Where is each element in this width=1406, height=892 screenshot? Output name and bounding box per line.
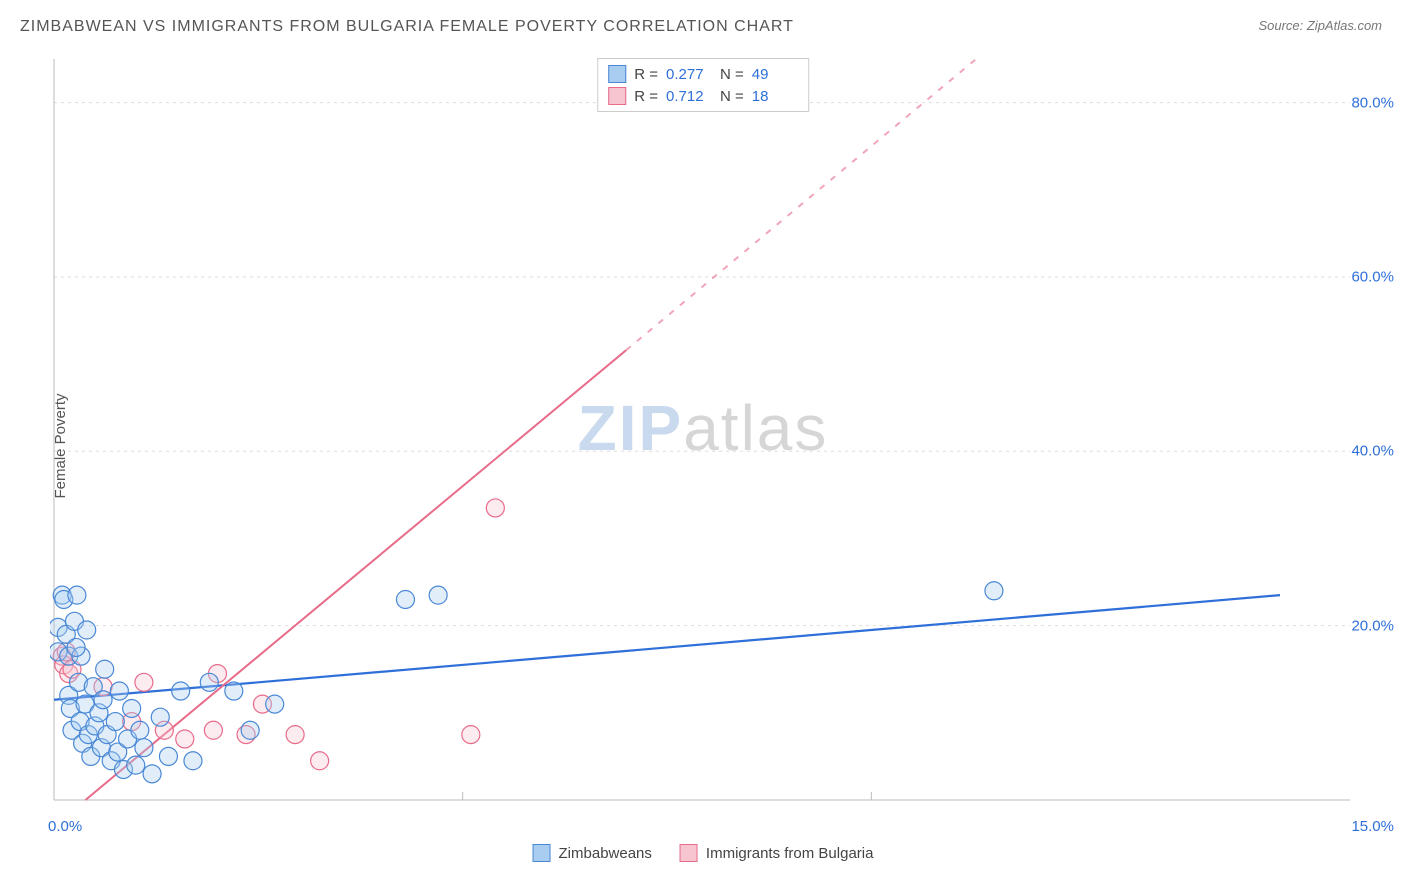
y-tick-label: 60.0% (1351, 268, 1394, 285)
legend-item-zimbabweans: Zimbabweans (533, 844, 652, 862)
swatch-icon (533, 844, 551, 862)
x-tick-label-min: 0.0% (48, 818, 82, 835)
r-value: 0.277 (666, 66, 712, 83)
swatch-icon (680, 844, 698, 862)
y-tick-label: 80.0% (1351, 94, 1394, 111)
y-tick-label: 40.0% (1351, 443, 1394, 460)
r-label: R = (634, 88, 658, 105)
scatter-plot-svg (50, 55, 1350, 845)
swatch-icon (608, 65, 626, 83)
r-label: R = (634, 66, 658, 83)
n-label: N = (720, 66, 744, 83)
n-label: N = (720, 88, 744, 105)
swatch-icon (608, 87, 626, 105)
series-legend: Zimbabweans Immigrants from Bulgaria (533, 844, 874, 862)
r-value: 0.712 (666, 88, 712, 105)
plot-area (50, 55, 1350, 845)
correlation-legend: R = 0.277 N = 49 R = 0.712 N = 18 (597, 58, 809, 112)
legend-row-bulgaria: R = 0.712 N = 18 (608, 85, 798, 107)
n-value: 18 (752, 88, 798, 105)
legend-label: Immigrants from Bulgaria (706, 845, 874, 862)
x-tick-label-max: 15.0% (1351, 818, 1394, 835)
source-attribution: Source: ZipAtlas.com (1258, 18, 1382, 33)
legend-row-zimbabweans: R = 0.277 N = 49 (608, 63, 798, 85)
y-tick-label: 20.0% (1351, 617, 1394, 634)
legend-label: Zimbabweans (559, 845, 652, 862)
chart-title: ZIMBABWEAN VS IMMIGRANTS FROM BULGARIA F… (20, 18, 794, 36)
legend-item-bulgaria: Immigrants from Bulgaria (680, 844, 874, 862)
n-value: 49 (752, 66, 798, 83)
